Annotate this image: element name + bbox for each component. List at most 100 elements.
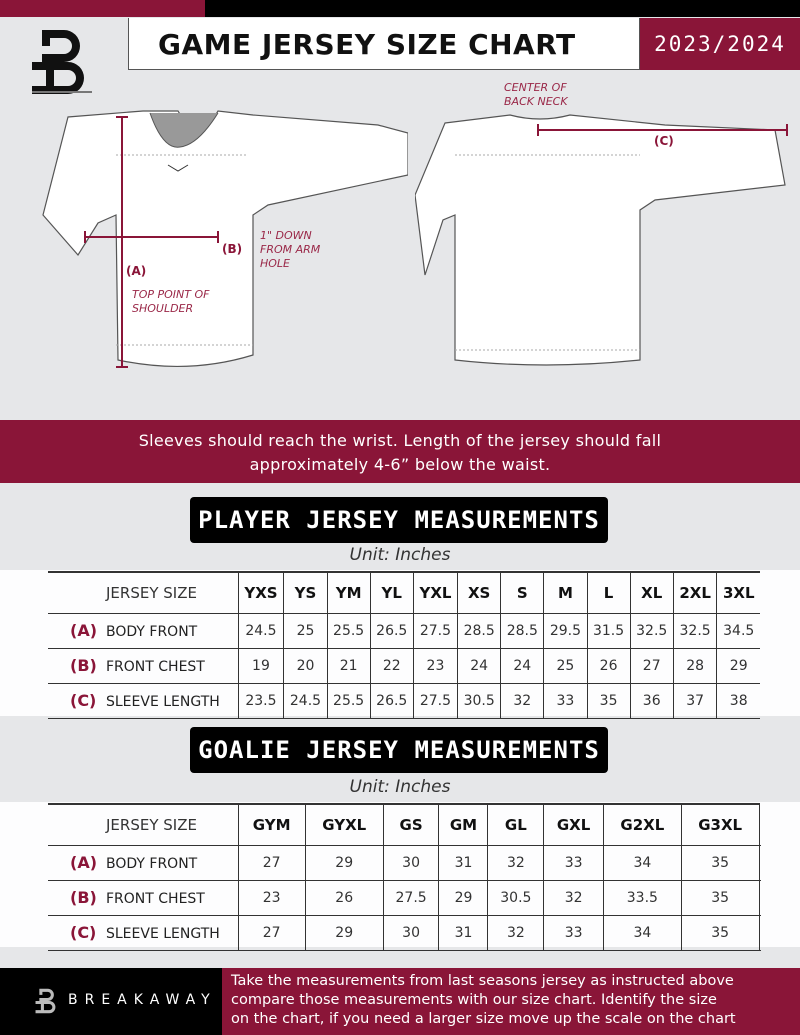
row-key: (B) [70, 888, 97, 907]
table-cell: 33 [543, 915, 604, 950]
size-column-header: GXL [543, 804, 604, 845]
table-cell: 24.5 [283, 683, 328, 718]
table-cell: 32 [487, 915, 544, 950]
row-name: SLEEVE LENGTH [106, 694, 220, 710]
table-cell: 27.5 [412, 683, 458, 718]
size-column-header: G3XL [680, 804, 760, 845]
size-column-header: XL [629, 572, 674, 613]
breakaway-logo [32, 30, 92, 94]
table-cell: 31.5 [586, 613, 631, 648]
size-column-header: S [500, 572, 544, 613]
size-column-header: XS [457, 572, 501, 613]
table-cell: 26.5 [369, 613, 414, 648]
table-cell: 26 [304, 880, 384, 915]
row-key: (C) [70, 691, 97, 710]
size-column-header: GYM [237, 804, 306, 845]
table-cell: 24 [500, 648, 544, 683]
table-cell: 30.5 [487, 880, 544, 915]
row-key: (A) [70, 853, 98, 872]
size-column-header: G2XL [602, 804, 682, 845]
row-name: FRONT CHEST [106, 659, 205, 675]
table-cell: 25 [543, 648, 587, 683]
row-label: (C) SLEEVE LENGTH [48, 683, 238, 718]
row-label: (C) SLEEVE LENGTH [48, 915, 238, 950]
table-cell: 26 [586, 648, 631, 683]
header-row: JERSEY SIZE GYM GYXL GS GM GL GXL G2XL G3XL [48, 804, 760, 845]
season-badge: 2023/2024 [640, 18, 800, 70]
header-row: JERSEY SIZE YXS YS YM YL YXL XS S M L XL 2XL 3XL [48, 572, 760, 613]
table-cell: 25 [283, 613, 328, 648]
footer-logo [35, 988, 56, 1014]
table-cell: 31 [438, 845, 488, 880]
size-column-header: 2XL [672, 572, 717, 613]
back-jersey-diagram [415, 114, 788, 366]
instructions-line: compare those measurements with our size… [231, 992, 717, 1008]
table-cell: 28.5 [457, 613, 501, 648]
goalie-section-title: GOALIE JERSEY MEASUREMENTS [190, 727, 608, 773]
title-box [128, 18, 640, 70]
table-cell: 31 [438, 915, 488, 950]
table-cell: 21 [326, 648, 371, 683]
table-cell: 25.5 [326, 683, 371, 718]
size-column-header: L [586, 572, 631, 613]
table-cell: 27 [237, 915, 306, 950]
player-size-table: JERSEY SIZE YXS YS YM YL YXL XS S M L XL 2XL 3XL (A) B… [48, 571, 760, 719]
row-key: (B) [70, 656, 97, 675]
chest-note: 1" DOWN FROM ARM HOLE [260, 229, 321, 270]
table-cell: 35 [586, 683, 631, 718]
table-cell: 24 [457, 648, 501, 683]
size-column-header [758, 804, 760, 845]
table-cell [758, 880, 760, 915]
goalie-unit: Unit: Inches [349, 777, 451, 797]
table-cell: 25.5 [326, 613, 371, 648]
table-cell: 36 [629, 683, 674, 718]
table-cell: 20 [283, 648, 328, 683]
table-cell: 27 [237, 845, 306, 880]
size-column-header: YL [369, 572, 414, 613]
table-cell: 32 [487, 845, 544, 880]
label-b: (B) [222, 242, 243, 256]
front-jersey-diagram [42, 110, 408, 368]
row-label: (B) FRONT CHEST [48, 648, 238, 683]
table-cell: 27.5 [412, 613, 458, 648]
row-name: BODY FRONT [106, 856, 198, 872]
size-column-header: YS [283, 572, 328, 613]
size-column-header: GYXL [304, 804, 384, 845]
table-cell: 29 [304, 845, 384, 880]
page-title: GAME JERSEY SIZE CHART [158, 28, 576, 61]
table-row: (B) FRONT CHEST 23 26 27.5 29 30.5 32 33.5 35 [48, 880, 760, 915]
table-cell: 29 [438, 880, 488, 915]
size-column-header: GL [487, 804, 544, 845]
table-cell: 29.5 [543, 613, 587, 648]
footer-instructions: Take the measurements from last seasons … [222, 968, 800, 1035]
table-cell: 22 [369, 648, 414, 683]
instructions-line: on the chart, if you need a larger size … [231, 1011, 736, 1027]
table-row: (B) FRONT CHEST 19 20 21 22 23 24 24 25 26 27 28 29 [48, 648, 760, 683]
table-row: (C) SLEEVE LENGTH 23.5 24.5 25.5 26.5 27.5 30.5… [48, 683, 760, 718]
shoulder-note: TOP POINT OF SHOULDER [132, 288, 210, 315]
size-column-header: 3XL [716, 572, 760, 613]
table-cell: 33.5 [602, 880, 682, 915]
table-cell: 30 [382, 845, 439, 880]
fit-note-line2: approximately 4-6” below the waist. [249, 455, 551, 474]
size-column-header: YM [326, 572, 371, 613]
table-cell [758, 915, 760, 950]
table-cell: 38 [716, 683, 760, 718]
row-name: BODY FRONT [106, 624, 198, 640]
instructions-line: Take the measurements from last seasons … [231, 973, 734, 989]
table-cell: 35 [680, 845, 760, 880]
table-cell: 27 [629, 648, 674, 683]
footer-brand-name: BREAKAWAY [68, 992, 217, 1008]
size-column-header: YXL [412, 572, 458, 613]
table-cell: 35 [680, 880, 760, 915]
row-key: (A) [70, 621, 98, 640]
table-cell: 34 [602, 915, 682, 950]
size-column-header: M [543, 572, 587, 613]
table-cell: 23.5 [237, 683, 284, 718]
table-cell: 30.5 [457, 683, 501, 718]
size-column-header: YXS [237, 572, 284, 613]
row-key: (C) [70, 923, 97, 942]
back-neck-note: CENTER OF BACK NECK [504, 81, 568, 108]
table-cell: 32.5 [672, 613, 717, 648]
table-cell: 32 [500, 683, 544, 718]
